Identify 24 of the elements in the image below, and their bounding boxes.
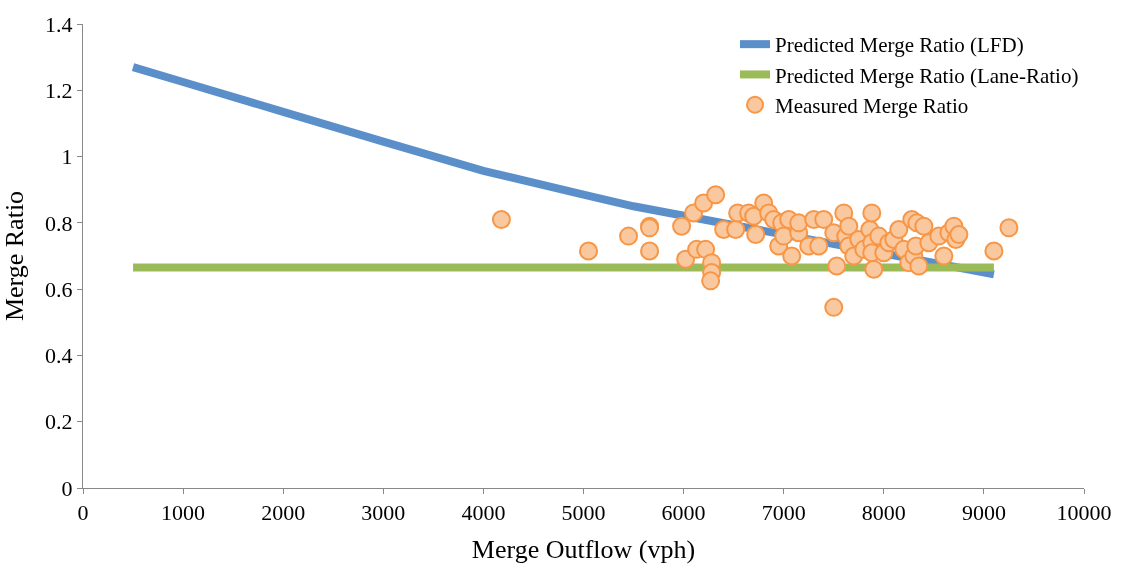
y-tick-label: 0.8 — [45, 210, 73, 236]
y-tick-label: 0.6 — [45, 276, 73, 302]
legend-label: Predicted Merge Ratio (LFD) — [775, 33, 1024, 58]
y-tick-label: 1.2 — [45, 77, 73, 103]
x-tick-label: 1000 — [161, 500, 206, 526]
y-tick-label: 0.2 — [45, 409, 73, 435]
x-tick-label: 3000 — [361, 500, 406, 526]
y-tick-label: 0 — [61, 475, 73, 501]
x-tick-label: 9000 — [961, 500, 1006, 526]
x-tick-label: 5000 — [561, 500, 606, 526]
x-tick-label: 2000 — [261, 500, 306, 526]
legend-label: Measured Merge Ratio — [775, 93, 969, 118]
y-tick-label: 1.4 — [45, 11, 73, 37]
legend-label: Predicted Merge Ratio (Lane-Ratio) — [775, 63, 1079, 88]
y-axis-title: Merge Ratio — [0, 190, 29, 322]
y-tick-label: 0.4 — [45, 343, 73, 369]
x-tick-label: 4000 — [461, 500, 506, 526]
x-axis-title: Merge Outflow (vph) — [471, 535, 696, 565]
x-tick-label: 10000 — [1056, 500, 1112, 526]
x-tick-label: 0 — [77, 500, 89, 526]
x-tick-label: 6000 — [661, 500, 706, 526]
x-tick-label: 8000 — [861, 500, 906, 526]
x-tick-label: 7000 — [761, 500, 806, 526]
y-tick-label: 1 — [61, 144, 73, 170]
